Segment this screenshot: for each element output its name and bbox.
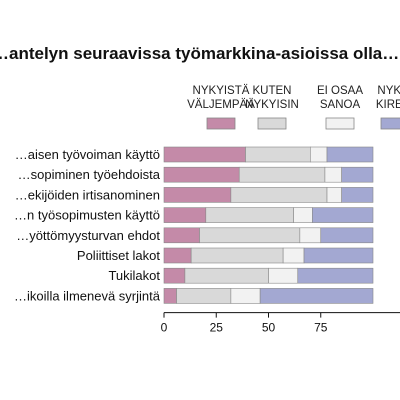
chart-title: …antelyn seuraavissa työmarkkina-asioiss… xyxy=(0,44,400,63)
bars xyxy=(163,146,374,304)
bar-segment xyxy=(297,267,374,284)
x-tick-label: 0 xyxy=(161,321,168,335)
legend-swatch xyxy=(257,117,287,130)
bar-segment xyxy=(190,247,284,264)
category-labels: …aisen työvoiman käyttö …sopiminen työehd… xyxy=(14,147,161,303)
category-label: …yöttömyysturvan ehdot xyxy=(16,228,160,243)
bar-segment xyxy=(163,227,200,244)
category-label: …sopiminen työehdoista xyxy=(18,167,161,182)
legend: NYKYISTÄ VÄLJEMPÄÄ KUTEN NYKYISIN EI OSAA SAN… xyxy=(187,85,400,130)
legend-label: VÄLJEMPÄÄ xyxy=(187,99,255,111)
category-label: …ikoilla ilmenevä syrjintä xyxy=(14,288,161,303)
bar-segment xyxy=(282,247,305,264)
bar-segment xyxy=(326,187,342,203)
legend-label: NYKYISTÄ xyxy=(193,85,250,97)
bar-segment xyxy=(163,288,177,304)
bar-segment xyxy=(309,146,328,163)
bar-segment xyxy=(299,227,322,244)
x-tick-label: 25 xyxy=(210,321,224,335)
bar-segment xyxy=(230,187,328,203)
bar-segment xyxy=(163,146,246,163)
category-label: Poliittiset lakot xyxy=(77,248,160,263)
category-label: …aisen työvoiman käyttö xyxy=(15,147,160,162)
legend-label: NYKYISIN xyxy=(245,99,299,111)
legend-label: KIRE… xyxy=(376,99,400,111)
x-tick-label: 75 xyxy=(314,321,328,335)
bar-segment xyxy=(163,267,186,284)
x-tick-label: 50 xyxy=(262,321,276,335)
bar-segment xyxy=(312,207,374,223)
bar-segment xyxy=(176,288,232,304)
bar-segment xyxy=(245,146,311,163)
legend-label: NYK… xyxy=(377,85,400,97)
bar-segment xyxy=(303,247,374,264)
bar-segment xyxy=(341,187,374,203)
bar-segment xyxy=(163,207,207,223)
bar-segment xyxy=(268,267,299,284)
bar-segment xyxy=(163,166,240,183)
legend-swatch xyxy=(206,117,236,130)
bar-segment xyxy=(326,146,374,163)
bar-segment xyxy=(205,207,294,223)
bar-segment xyxy=(184,267,269,284)
bar-segment xyxy=(320,227,374,244)
legend-label: KUTEN xyxy=(253,85,292,97)
legend-label: SANOA xyxy=(320,99,361,111)
bar-segment xyxy=(230,288,261,304)
bar-segment xyxy=(199,227,301,244)
bar-segment xyxy=(341,166,374,183)
legend-swatch xyxy=(380,117,400,130)
bar-segment xyxy=(259,288,374,304)
bar-segment xyxy=(324,166,342,183)
bar-segment xyxy=(163,187,232,203)
category-label: …n työsopimusten käyttö xyxy=(14,208,160,223)
bar-segment xyxy=(163,247,192,264)
legend-swatch xyxy=(325,117,355,130)
category-label: …ekijöiden irtisanominen xyxy=(15,187,160,202)
x-axis: 0 25 50 75 xyxy=(161,312,400,335)
legend-label: EI OSAA xyxy=(317,85,363,97)
bar-segment xyxy=(238,166,326,183)
bar-segment xyxy=(293,207,313,223)
category-label: Tukilakot xyxy=(108,268,160,283)
